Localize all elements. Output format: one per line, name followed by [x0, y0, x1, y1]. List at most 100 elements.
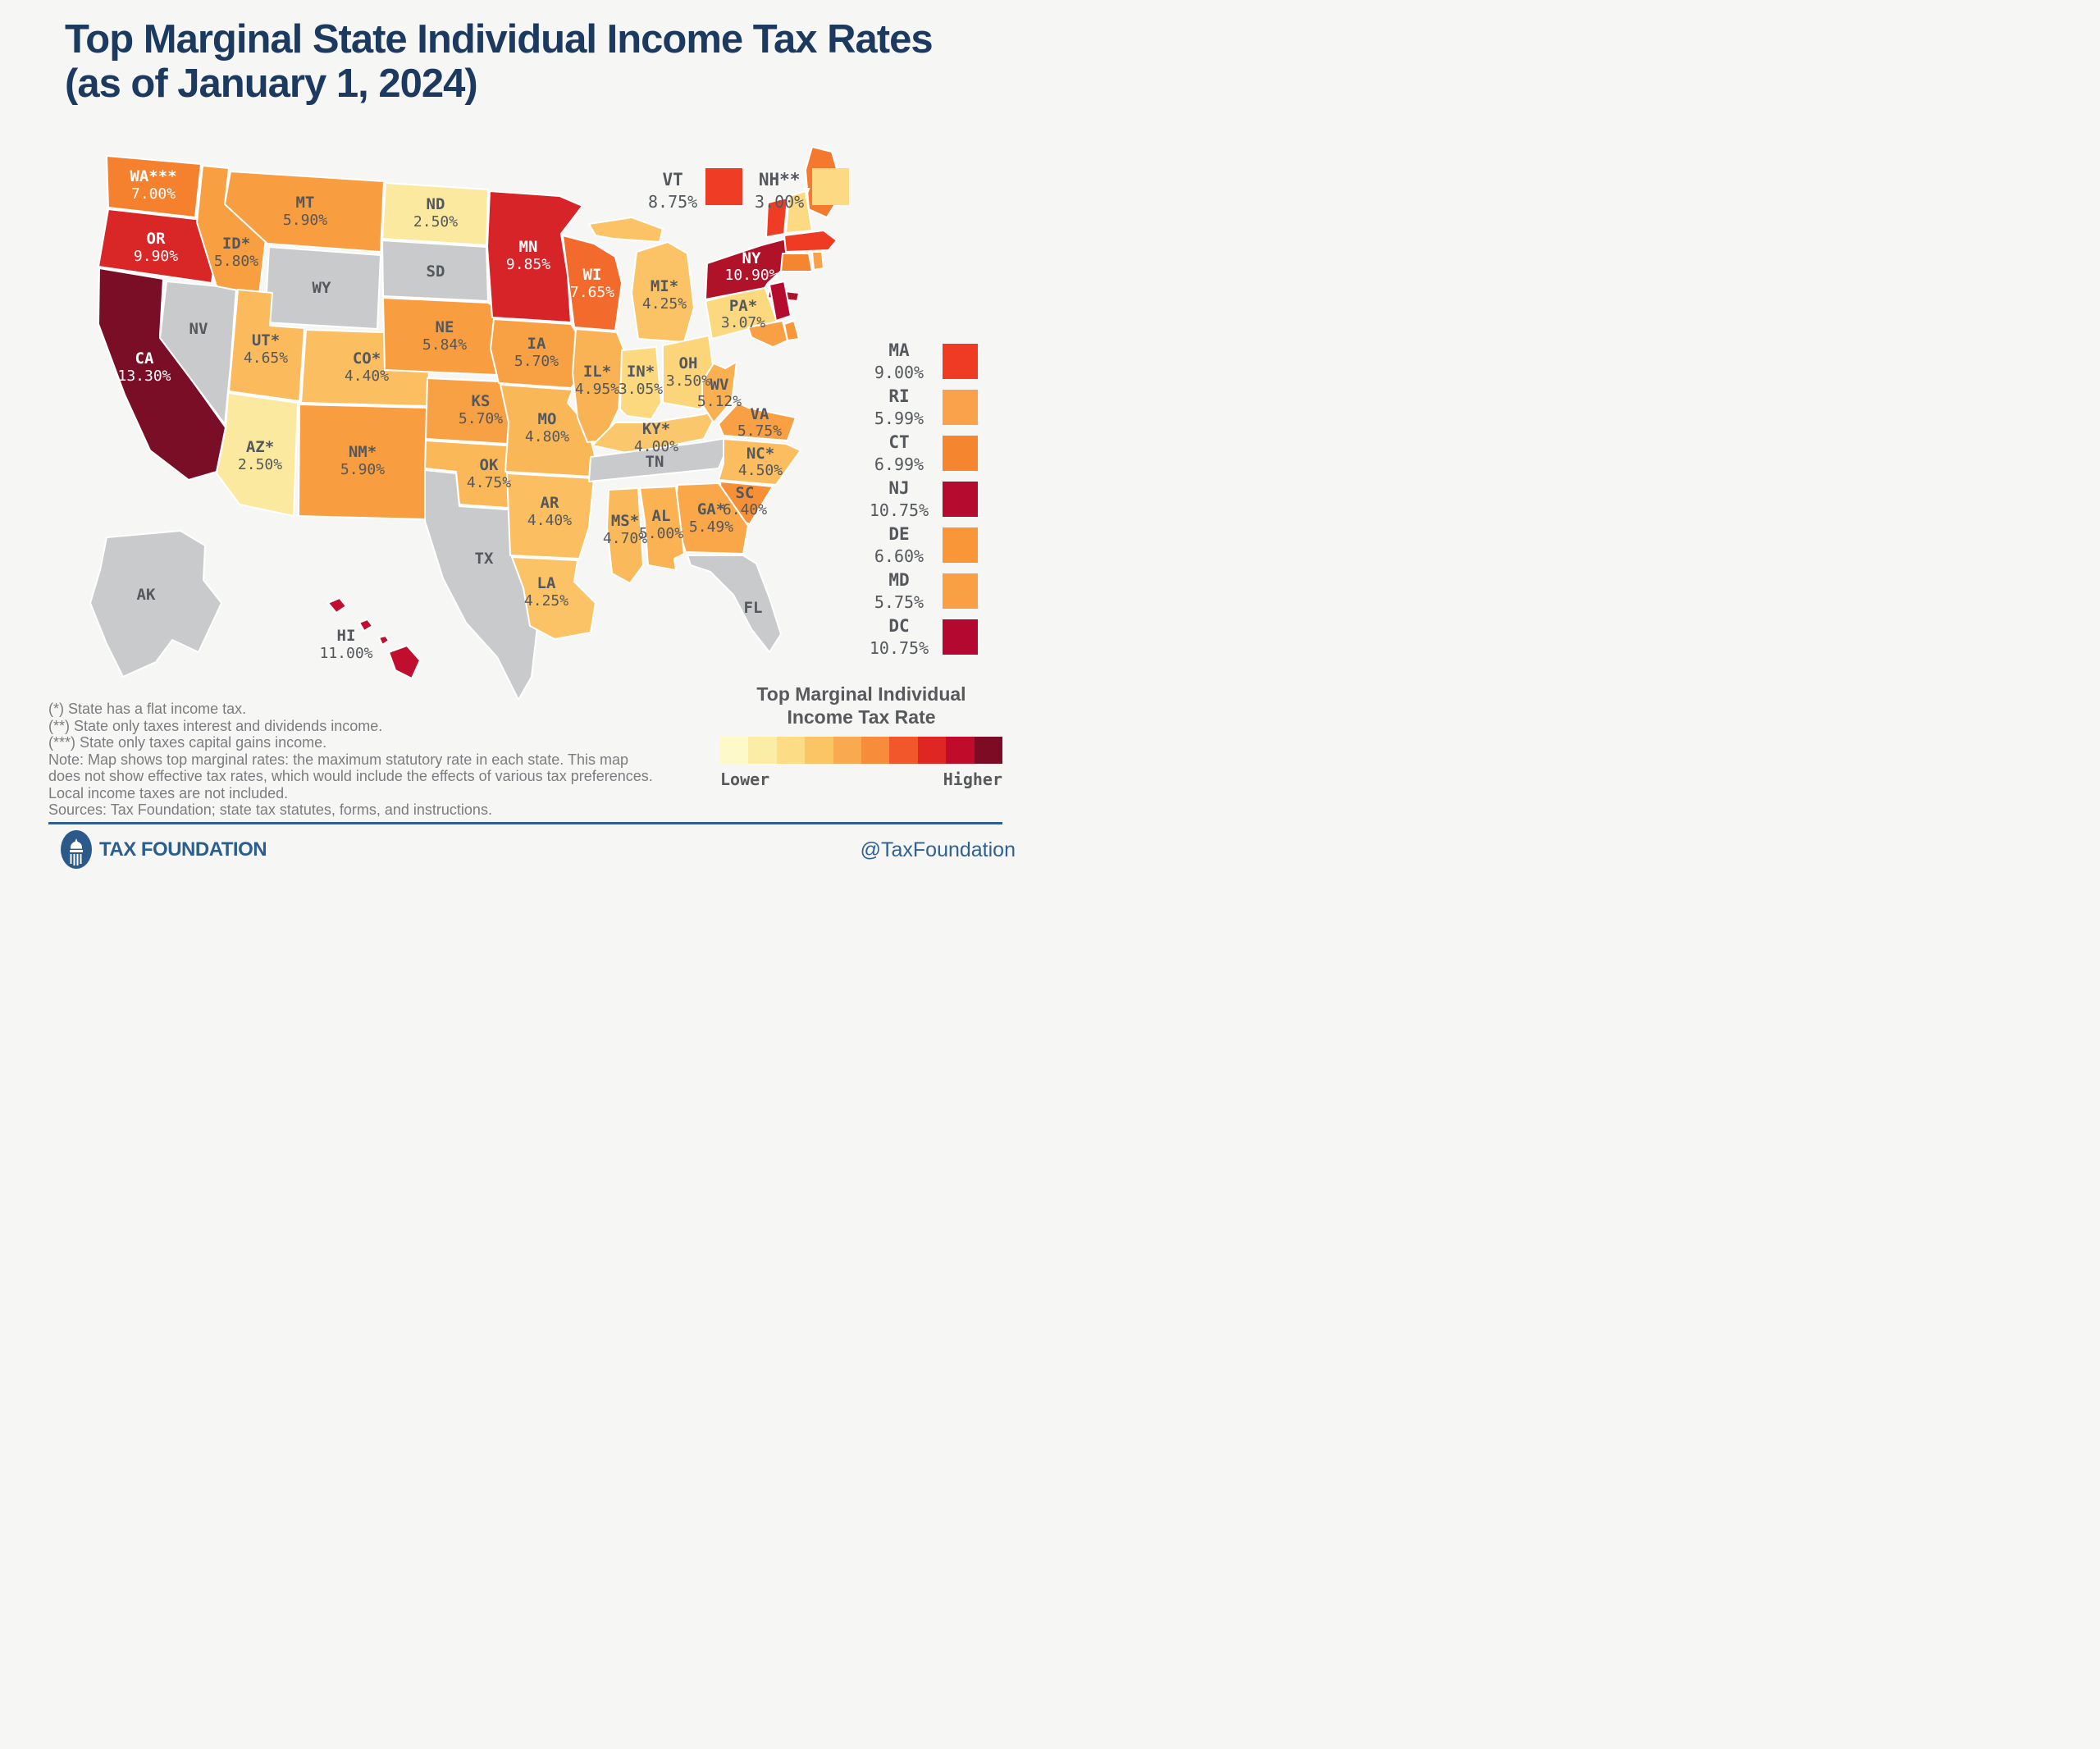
state-label-ak: AK [137, 586, 156, 604]
callout-nh-rate: 3.00% [755, 192, 805, 212]
side-item-ct-abbr: CT [888, 432, 910, 452]
state-label-co: CO* 4.40% [345, 349, 389, 385]
state-label-al: AL 5.00% [639, 507, 683, 542]
state-label-nd: ND 2.50% [413, 195, 458, 231]
footnote-flat-tax: (*) State has a flat income tax. [48, 701, 247, 717]
side-item-ma: MA 9.00% [861, 340, 978, 382]
side-item-ct-swatch [943, 436, 978, 471]
side-item-de-abbr: DE [888, 524, 910, 544]
state-id [196, 165, 270, 295]
state-al [639, 486, 685, 571]
state-label-mn: MN 9.85% [506, 238, 550, 273]
state-label-az: AZ* 2.50% [238, 438, 282, 473]
legend-swatch-1 [720, 737, 749, 764]
legend-swatch-8 [917, 737, 947, 764]
side-item-ri-swatch [943, 390, 978, 425]
side-item-nj-rate: 10.75% [869, 500, 929, 520]
footnote-note-line-1: Note: Map shows top marginal rates: the … [48, 751, 628, 768]
footnote-note-line-3: Local income taxes are not included. [48, 784, 289, 801]
state-az [216, 392, 299, 517]
title-line-1: Top Marginal State Individual Income Tax… [65, 17, 934, 62]
state-ca [98, 267, 226, 481]
state-label-id: ID* 5.80% [214, 235, 258, 270]
state-ak [89, 530, 222, 678]
side-item-de-swatch [943, 527, 978, 563]
state-label-nc: NC* 4.50% [738, 445, 783, 479]
side-item-ct: CT 6.99% [861, 432, 978, 474]
infographic: Top Marginal State Individual Income Tax… [0, 0, 1050, 874]
state-label-ar: AR 4.40% [527, 494, 572, 529]
state-wv [701, 361, 737, 423]
state-mi [631, 241, 695, 343]
legend-scale-labels: Lower Higher [720, 769, 1002, 789]
state-label-or: OR 9.90% [134, 230, 178, 265]
tax-foundation-logo [61, 830, 92, 869]
state-mt [224, 171, 385, 253]
legend-higher-label: Higher [943, 769, 1002, 789]
state-label-wv: WV 5.12% [697, 376, 742, 410]
legend-color-scale [720, 737, 1003, 764]
state-label-mo: MO 4.80% [525, 410, 569, 445]
footer-divider [48, 822, 1002, 824]
side-item-nj-swatch [943, 482, 978, 517]
state-label-wy: WY [313, 279, 331, 297]
legend-title-line-1: Top Marginal Individual [756, 683, 966, 705]
state-label-wi: WI 7.65% [570, 266, 614, 301]
state-ar [506, 473, 595, 559]
callout-nh-text: NH** 3.00% [755, 170, 804, 212]
side-item-md: MD 5.75% [861, 570, 978, 612]
side-item-ct-rate: 6.99% [874, 454, 924, 474]
state-fl [687, 555, 782, 653]
side-item-dc-swatch [943, 619, 978, 655]
side-item-ma-rate: 9.00% [874, 363, 924, 382]
state-ny [705, 238, 790, 300]
state-nh [785, 190, 813, 234]
state-label-sd: SD [427, 263, 445, 281]
legend-swatch-10 [974, 737, 1003, 764]
state-label-nv: NV [189, 320, 208, 338]
legend-swatch-2 [748, 737, 777, 764]
footnotes: (*) State has a flat income tax. (**) St… [48, 701, 653, 819]
footnote-interest-dividends: (**) State only taxes interest and divid… [48, 717, 383, 734]
state-label-sc: SC 6.40% [723, 484, 767, 518]
callout-vt: VT 8.75% [648, 168, 743, 212]
state-wa [106, 155, 202, 218]
state-label-il: IL* 4.95% [575, 363, 619, 398]
state-sd [381, 240, 489, 302]
side-item-de-rate: 6.60% [874, 546, 924, 566]
state-label-oh: OH 3.50% [666, 354, 710, 390]
state-label-ms: MS* 4.70% [603, 512, 647, 547]
legend-lower-label: Lower [720, 769, 770, 789]
legend-swatch-9 [946, 737, 975, 764]
state-label-ga: GA* 5.49% [689, 500, 733, 536]
state-label-in: IN* 3.05% [619, 363, 663, 398]
side-item-dc-rate: 10.75% [869, 638, 929, 658]
callout-nh-abbr: NH** [758, 170, 801, 190]
side-item-ri: RI 5.99% [861, 386, 978, 428]
state-label-hi: HI 11.00% [319, 627, 372, 662]
footer-brand-name: TAX FOUNDATION [99, 838, 267, 861]
callout-vt-rate: 8.75% [648, 192, 698, 212]
legend-title: Top Marginal Individual Income Tax Rate [720, 683, 1002, 728]
footnote-sources: Sources: Tax Foundation; state tax statu… [48, 801, 492, 818]
footnote-note-line-2: does not show effective tax rates, which… [48, 768, 653, 784]
callout-vt-text: VT 8.75% [648, 170, 697, 212]
state-nj [769, 281, 792, 322]
state-la [511, 556, 596, 640]
state-ut [228, 289, 305, 402]
side-item-md-rate: 5.75% [874, 592, 924, 612]
side-item-nj-abbr: NJ [888, 478, 910, 498]
state-va [718, 402, 797, 441]
footer-social-handle: @TaxFoundation [860, 838, 1016, 861]
legend-swatch-4 [805, 737, 833, 764]
legend-title-line-2: Income Tax Rate [787, 706, 936, 728]
state-label-mt: MT 5.90% [283, 194, 327, 229]
state-label-ne: NE 5.84% [422, 318, 467, 354]
state-label-la: LA 4.25% [524, 574, 568, 610]
legend-swatch-6 [861, 737, 890, 764]
callout-nh: NH** 3.00% [755, 168, 850, 212]
state-label-ny: NY 10.90% [724, 249, 778, 284]
state-wi [562, 235, 623, 331]
side-item-ri-abbr: RI [888, 386, 910, 406]
state-label-tx: TX [475, 550, 494, 568]
